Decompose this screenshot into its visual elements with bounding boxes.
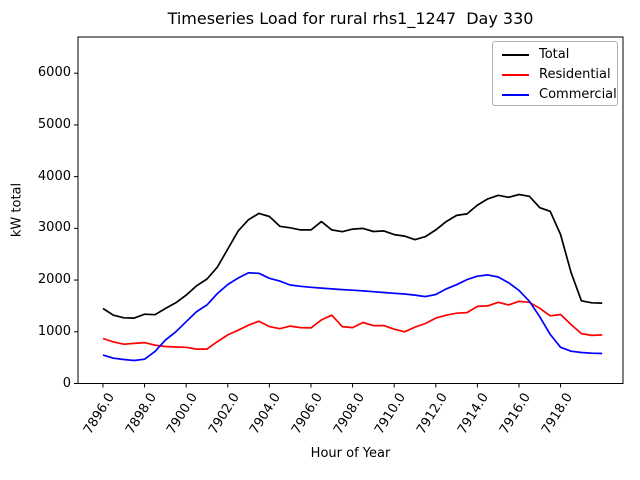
series-line-total xyxy=(102,193,603,319)
axes-spines xyxy=(77,36,624,384)
y-tick-label: 3000 xyxy=(37,220,71,236)
series-line-commercial xyxy=(102,271,603,362)
legend-label: Total xyxy=(539,47,570,62)
series-line-residential xyxy=(102,300,603,350)
legend-label: Commercial xyxy=(539,87,617,102)
legend-item-commercial: Commercial xyxy=(493,85,617,105)
y-tick-label: 1000 xyxy=(37,323,71,339)
y-tick-label: 0 xyxy=(62,375,71,391)
legend-line-sample xyxy=(502,94,529,96)
y-tick-label: 5000 xyxy=(37,116,71,132)
legend-label: Residential xyxy=(539,67,611,82)
chart-title: Timeseries Load for rural rhs1_1247 Day … xyxy=(167,9,534,28)
legend-item-total: Total xyxy=(493,45,617,65)
legend-line-sample xyxy=(502,74,529,76)
legend: Total Residential Commercial xyxy=(492,41,618,106)
y-tick-label: 4000 xyxy=(37,168,71,184)
x-axis-label: Hour of Year xyxy=(310,446,391,461)
y-tick-label: 2000 xyxy=(37,272,71,288)
y-axis-label: kW total xyxy=(9,182,25,238)
legend-item-residential: Residential xyxy=(493,65,617,85)
y-tick-label: 6000 xyxy=(37,65,71,81)
legend-line-sample xyxy=(502,54,529,56)
